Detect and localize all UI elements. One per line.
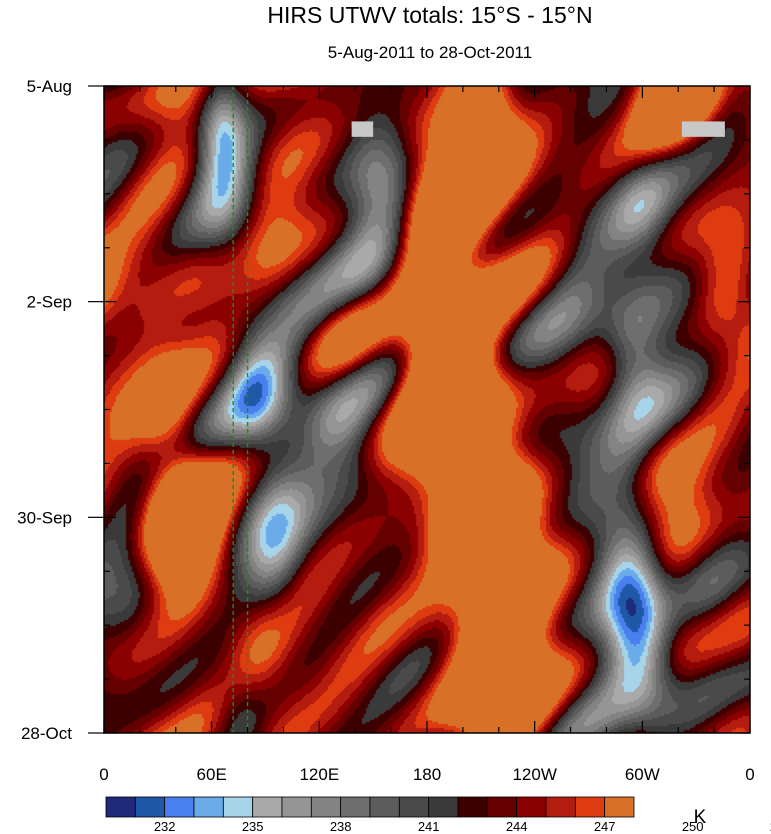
colorbar-swatch (546, 797, 575, 817)
colorbar: 232235238241244247250253256 (106, 797, 771, 834)
colorbar-swatch (135, 797, 164, 817)
colorbar-swatch (165, 797, 194, 817)
y-tick-label: 28-Oct (21, 724, 72, 743)
heatmap-field (104, 86, 750, 733)
colorbar-swatch (487, 797, 516, 817)
colorbar-swatch (429, 797, 458, 817)
colorbar-label: 247 (594, 819, 616, 834)
x-tick-label: 0 (745, 765, 754, 784)
x-tick-label: 120E (299, 765, 339, 784)
colorbar-swatch (458, 797, 487, 817)
y-tick-label: 2-Sep (27, 293, 72, 312)
colorbar-swatch (282, 797, 311, 817)
chart-subtitle: 5-Aug-2011 to 28-Oct-2011 (328, 43, 532, 62)
colorbar-swatch (194, 797, 223, 817)
hovmoller-figure: HIRS UTWV totals: 15°S - 15°N 5-Aug-2011… (0, 0, 771, 834)
colorbar-label: 244 (506, 819, 528, 834)
plot-area (104, 86, 750, 733)
colorbar-label: 232 (154, 819, 176, 834)
colorbar-swatch (575, 797, 604, 817)
colorbar-swatch (341, 797, 370, 817)
x-tick-label: 60W (625, 765, 660, 784)
colorbar-swatch (223, 797, 252, 817)
x-tick-label: 0 (99, 765, 108, 784)
colorbar-swatch (253, 797, 282, 817)
y-tick-label: 5-Aug (27, 77, 72, 96)
missing-data-box (682, 121, 725, 136)
colorbar-label: 241 (418, 819, 440, 834)
x-tick-label: 60E (197, 765, 227, 784)
colorbar-label: 235 (242, 819, 264, 834)
colorbar-units-label: K (694, 807, 707, 828)
x-tick-label: 180 (413, 765, 441, 784)
missing-data-box (352, 121, 374, 136)
colorbar-swatch (106, 797, 135, 817)
colorbar-swatch (605, 797, 634, 817)
chart-title: HIRS UTWV totals: 15°S - 15°N (267, 2, 592, 28)
colorbar-swatch (399, 797, 428, 817)
x-tick-label: 120W (512, 765, 556, 784)
colorbar-label: 238 (330, 819, 352, 834)
colorbar-swatch (370, 797, 399, 817)
colorbar-swatch (517, 797, 546, 817)
y-tick-label: 30-Sep (17, 508, 72, 527)
colorbar-swatch (311, 797, 340, 817)
